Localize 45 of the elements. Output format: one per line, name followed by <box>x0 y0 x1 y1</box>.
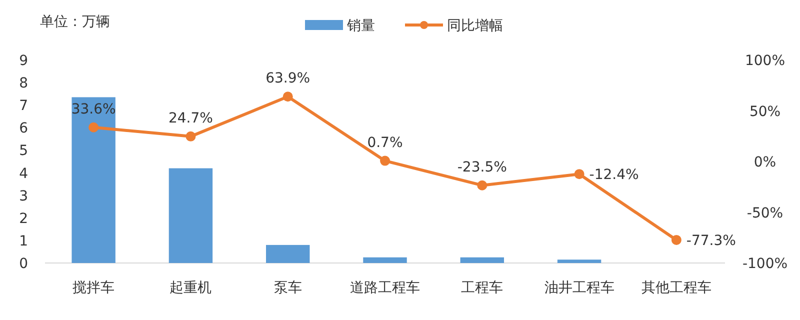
point <box>282 92 293 102</box>
point <box>380 156 390 166</box>
bar <box>557 260 602 263</box>
x-tick-label: 工程车 <box>461 280 504 296</box>
x-tick-label: 泵车 <box>274 280 302 296</box>
legend-label: 同比增幅 <box>447 18 503 34</box>
y-tick-label: 7 <box>19 98 28 114</box>
x-tick-label: 道路工程车 <box>350 280 420 296</box>
bar <box>266 244 310 263</box>
point <box>477 180 488 190</box>
data-label: -12.4% <box>589 167 639 184</box>
text: 单位：万辆 <box>40 14 110 30</box>
y-tick-label: 2 <box>19 210 28 227</box>
data-label: -77.3% <box>686 232 736 249</box>
bar <box>168 168 213 263</box>
y2-tick-label: -50% <box>746 205 784 222</box>
point <box>574 169 584 180</box>
y-tick-label: 5 <box>19 143 28 160</box>
y2-tick-label: 50% <box>749 104 781 120</box>
x-tick-label: 搅拌车 <box>72 280 115 296</box>
y-tick-label: 3 <box>19 188 28 204</box>
point <box>88 122 99 132</box>
y-tick-label: 1 <box>19 233 28 250</box>
x-tick-label: 起重机 <box>170 280 212 296</box>
y-tick-label: 9 <box>19 53 28 69</box>
data-label: 24.7% <box>168 110 213 126</box>
y2-tick-label: 0% <box>754 154 776 170</box>
bar <box>363 257 407 263</box>
y-tick-label: 4 <box>19 166 28 182</box>
data-label: 0.7% <box>367 134 403 151</box>
y-tick-label: 0 <box>19 256 28 272</box>
point <box>186 131 196 142</box>
legend-label: 销量 <box>346 18 375 34</box>
y2-tick-label: -100% <box>742 256 788 272</box>
data-label: 63.9% <box>266 70 310 87</box>
data-label: -23.5% <box>457 159 507 176</box>
x-tick-label: 油井工程车 <box>544 280 614 296</box>
y-tick-label: 6 <box>19 120 28 137</box>
bar <box>460 257 504 263</box>
bar <box>72 97 116 263</box>
y-tick-label: 8 <box>19 76 28 92</box>
data-label: 33.6% <box>71 101 116 118</box>
point <box>671 234 682 245</box>
x-tick-label: 其他工程车 <box>641 280 712 296</box>
y2-tick-label: 100% <box>744 53 786 69</box>
